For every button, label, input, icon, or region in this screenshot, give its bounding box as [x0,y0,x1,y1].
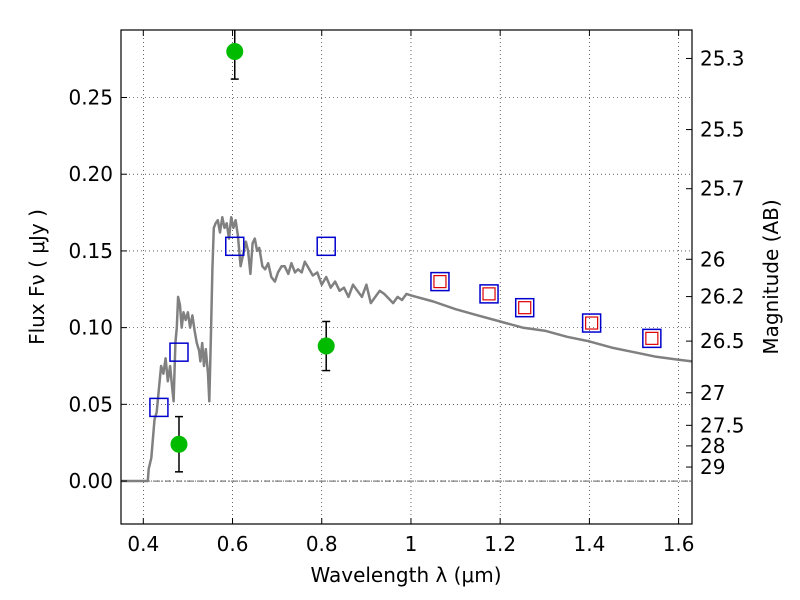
plot-content [121,30,692,483]
model-flux-blue-square [316,236,336,257]
x-axis-ticks: 0.4 0.6 0.8 1 1.2 1.4 1.6 [127,30,695,556]
model-flux-blue-square [479,284,499,304]
x-tick-label: 0.8 [306,532,338,556]
y2-tick-label: 27.5 [700,413,745,437]
y2-tick-label: 27 [700,381,725,405]
model-flux-blue-square [430,271,450,292]
x-tick-label: 1 [405,532,418,556]
x-axis-title: Wavelength λ (μm) [310,563,501,587]
y-axis-ticks: 0.00 0.05 0.10 0.15 0.20 0.25 [68,86,127,493]
y2-tick-label: 29 [700,455,725,479]
y-tick-label: 0.15 [68,239,113,263]
x-tick-label: 1.6 [663,532,695,556]
y-tick-label: 0.00 [68,469,113,493]
y-tick-label: 0.20 [68,162,113,186]
observed-flux-point [226,42,244,60]
y2-tick-label: 26 [700,247,725,271]
x-tick-label: 1.2 [484,532,516,556]
y2-tick-label: 25.5 [700,118,745,142]
y2-tick-label: 26.2 [700,285,745,309]
y2-tick-label: 26.5 [700,329,745,353]
observed-flux-point [170,435,188,453]
model-flux-blue-square [642,328,662,349]
model-flux-red-square [518,301,532,315]
model-flux-blue-square [169,342,189,362]
y2-tick-label: 25.7 [700,177,745,201]
y-axis-title: Flux Fν ( μJy ) [25,209,49,345]
model-flux-blue-square [581,313,602,333]
y-tick-label: 0.25 [68,86,113,110]
y-tick-label: 0.10 [68,316,113,340]
model-flux-blue-square [514,297,535,318]
model-flux-red-square [482,287,496,301]
y2-tick-label: 25.3 [700,46,745,70]
model-flux-blue-square [149,397,169,418]
x-tick-label: 0.6 [217,532,249,556]
x-tick-label: 0.4 [127,532,159,556]
y-tick-label: 0.05 [68,392,113,416]
y2-axis-title: Magnitude (AB) [759,199,783,354]
model-flux-blue-square [225,236,245,257]
x-tick-label: 1.4 [573,532,605,556]
model-flux-red-square [585,316,599,330]
model-flux-red-square [645,331,659,345]
y2-tick-label: 28 [700,434,725,458]
sed-model-line [121,215,692,483]
plot-frame [120,29,693,525]
model-flux-red-square [433,275,447,289]
observed-flux-point [317,337,335,355]
